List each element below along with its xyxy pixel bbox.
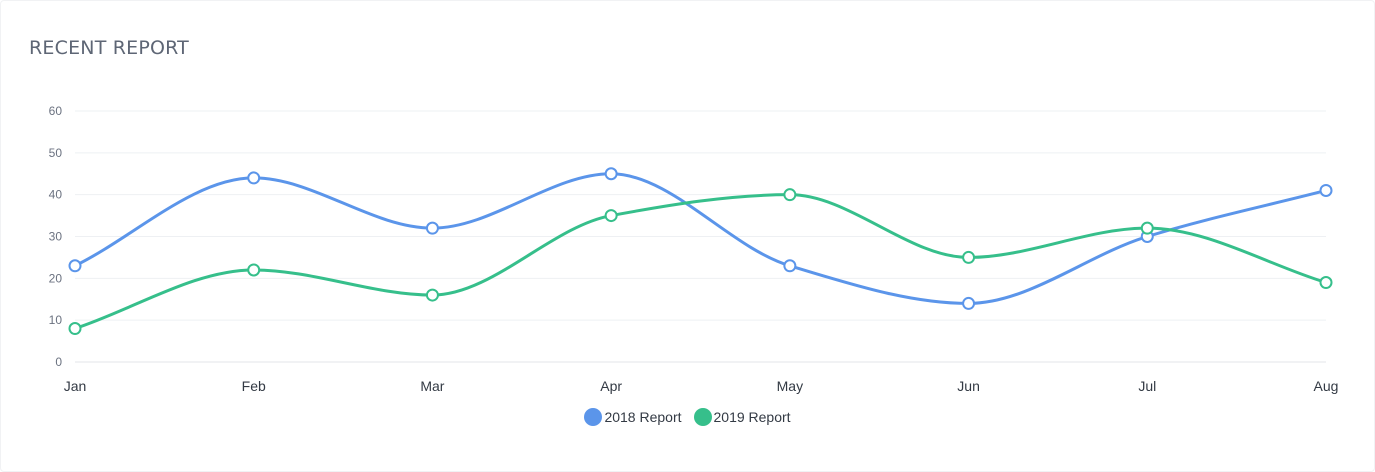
x-axis: Jan Feb Mar Apr May Jun Jul Aug: [64, 378, 1339, 394]
grid-lines: [75, 110, 1326, 363]
series-1-point-jan: [68, 259, 82, 273]
legend-item-2018[interactable]: 2018 Report: [584, 408, 682, 426]
y-tick-label-30: 30: [49, 230, 63, 244]
card-title: RECENT REPORT: [29, 37, 189, 59]
legend-label-2018: 2018 Report: [604, 409, 682, 425]
series-1-point-jun: [962, 296, 976, 310]
x-tick-label-jun: Jun: [957, 378, 980, 394]
x-tick-label-aug: Aug: [1314, 378, 1339, 394]
x-tick-label-jul: Jul: [1138, 378, 1156, 394]
x-tick-label-jan: Jan: [64, 378, 87, 394]
series-2-point-apr: [604, 209, 618, 223]
legend-swatch-2019: [693, 408, 712, 426]
x-tick-label-may: May: [777, 378, 803, 394]
y-tick-label-0: 0: [55, 355, 62, 369]
x-tick-label-feb: Feb: [242, 378, 266, 394]
series-lines: [73, 172, 1328, 331]
y-tick-label-10: 10: [49, 313, 63, 327]
series-1-point-mar: [425, 221, 439, 235]
y-tick-label-50: 50: [49, 146, 63, 160]
y-axis: 0 10 20 30 40 50 60: [49, 104, 63, 369]
series-points: [68, 167, 1333, 336]
series-2-point-jan: [68, 322, 82, 336]
series-1-point-may: [783, 259, 797, 273]
series-2-point-jun: [962, 250, 976, 264]
x-tick-label-apr: Apr: [600, 378, 622, 394]
series-line-2: [73, 193, 1328, 331]
y-tick-label-40: 40: [49, 188, 63, 202]
series-2-point-feb: [247, 263, 261, 277]
y-tick-label-60: 60: [49, 104, 63, 118]
x-tick-label-mar: Mar: [420, 378, 444, 394]
series-2-point-mar: [425, 288, 439, 302]
y-tick-label-20: 20: [49, 271, 63, 285]
series-1-point-apr: [604, 167, 618, 181]
series-line-1: [73, 172, 1328, 305]
legend-swatch-2018: [584, 408, 603, 426]
legend-item-2019[interactable]: 2019 Report: [693, 408, 791, 426]
legend-label-2019: 2019 Report: [713, 409, 791, 425]
series-2-point-may: [783, 188, 797, 202]
series-1-point-aug: [1319, 183, 1333, 197]
legend: 2018 Report 2019 Report: [0, 408, 1375, 426]
series-2-point-aug: [1319, 276, 1333, 290]
series-2-point-jul: [1140, 221, 1154, 235]
series-1-point-feb: [247, 171, 261, 185]
